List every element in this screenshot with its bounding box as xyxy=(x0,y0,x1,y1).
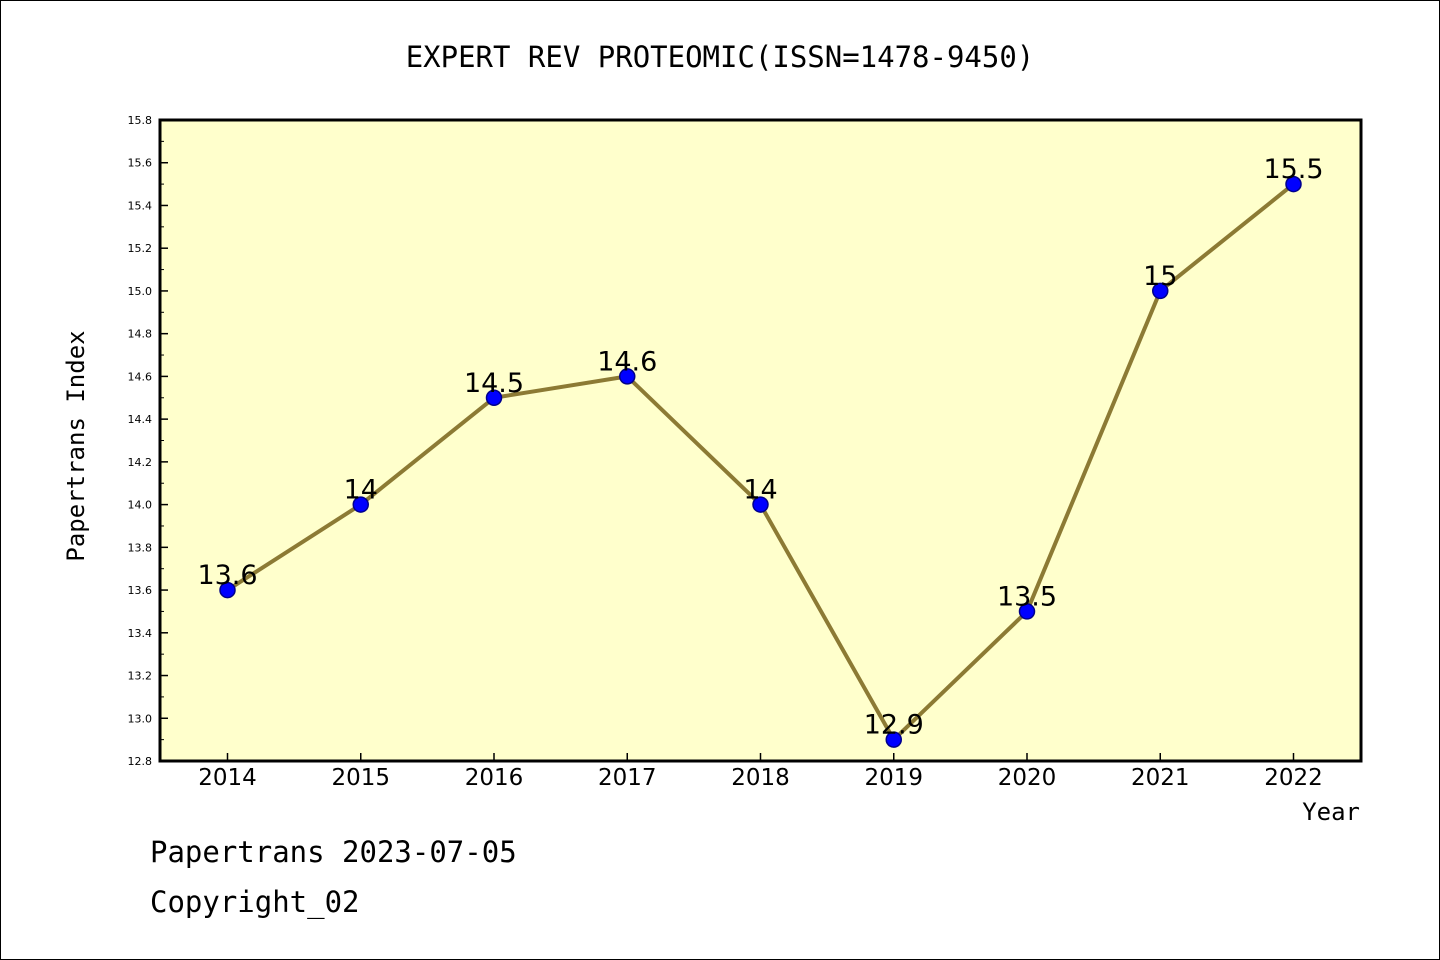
data-label: 14.5 xyxy=(464,368,524,399)
x-tick-label: 2015 xyxy=(331,765,390,791)
x-axis: 2014 2015 2016 2017 2018 2019 2020 2021 2022 xyxy=(198,753,1323,791)
footer-copyright: Copyright_02 xyxy=(150,885,360,919)
data-point xyxy=(485,389,503,407)
data-label: 14.6 xyxy=(597,346,657,377)
plot-area xyxy=(158,118,1363,763)
data-label: 13.5 xyxy=(997,581,1057,612)
y-tick-label: 15.8 xyxy=(128,114,153,127)
footer-date: Papertrans 2023-07-05 xyxy=(150,835,517,869)
data-point xyxy=(619,368,636,385)
y-tick-label: 13.2 xyxy=(128,670,153,683)
data-point xyxy=(1152,282,1169,300)
data-label: 12.9 xyxy=(864,710,924,741)
y-tick-label: 15.2 xyxy=(128,242,153,255)
y-axis-label: Papertrans Index xyxy=(62,330,90,561)
x-tick-label: 2017 xyxy=(598,765,657,791)
y-tick-label: 14.2 xyxy=(128,456,153,469)
y-tick-label: 14.8 xyxy=(128,328,153,341)
y-tick-label: 13.6 xyxy=(128,584,153,597)
x-tick-label: 2014 xyxy=(198,765,257,791)
series-group xyxy=(219,175,1302,748)
data-labels: 13.6 14 14.5 14.6 14 12.9 13.5 15 15.5 xyxy=(197,154,1323,741)
y-tick-label: 14.0 xyxy=(128,499,153,512)
data-label: 14 xyxy=(344,475,378,506)
y-tick-label: 13.0 xyxy=(128,712,153,725)
y-tick-label: 15.4 xyxy=(128,199,153,212)
x-tick-label: 2021 xyxy=(1131,765,1190,791)
data-label: 14 xyxy=(743,475,777,506)
x-tick-label: 2020 xyxy=(998,765,1057,791)
data-point xyxy=(352,496,369,513)
y-tick-label: 14.4 xyxy=(128,413,153,426)
x-tick-label: 2022 xyxy=(1264,765,1323,791)
x-axis-label: Year xyxy=(1302,798,1360,826)
y-tick-label: 15.0 xyxy=(128,285,153,298)
x-tick-label: 2019 xyxy=(864,765,923,791)
x-tick-label: 2018 xyxy=(731,765,790,791)
data-label: 15 xyxy=(1143,261,1177,292)
y-tick-label: 15.6 xyxy=(128,157,153,170)
y-axis: 12.8 13.0 13.2 13.4 13.6 13.8 14.0 14.2 14.4 14.6… xyxy=(128,114,168,768)
data-point xyxy=(1285,175,1302,193)
data-label: 13.6 xyxy=(197,560,257,591)
y-tick-label: 13.8 xyxy=(128,541,153,554)
y-tick-label: 12.8 xyxy=(128,755,153,768)
data-label: 15.5 xyxy=(1263,154,1323,185)
data-point xyxy=(1018,603,1036,620)
y-tick-label: 14.6 xyxy=(128,370,153,383)
data-point xyxy=(752,496,769,513)
y-tick-label: 13.4 xyxy=(128,627,153,640)
data-point xyxy=(885,731,902,748)
x-tick-label: 2016 xyxy=(465,765,524,791)
chart-title: EXPERT REV PROTEOMIC(ISSN=1478-9450) xyxy=(406,40,1035,74)
data-point xyxy=(219,581,236,599)
